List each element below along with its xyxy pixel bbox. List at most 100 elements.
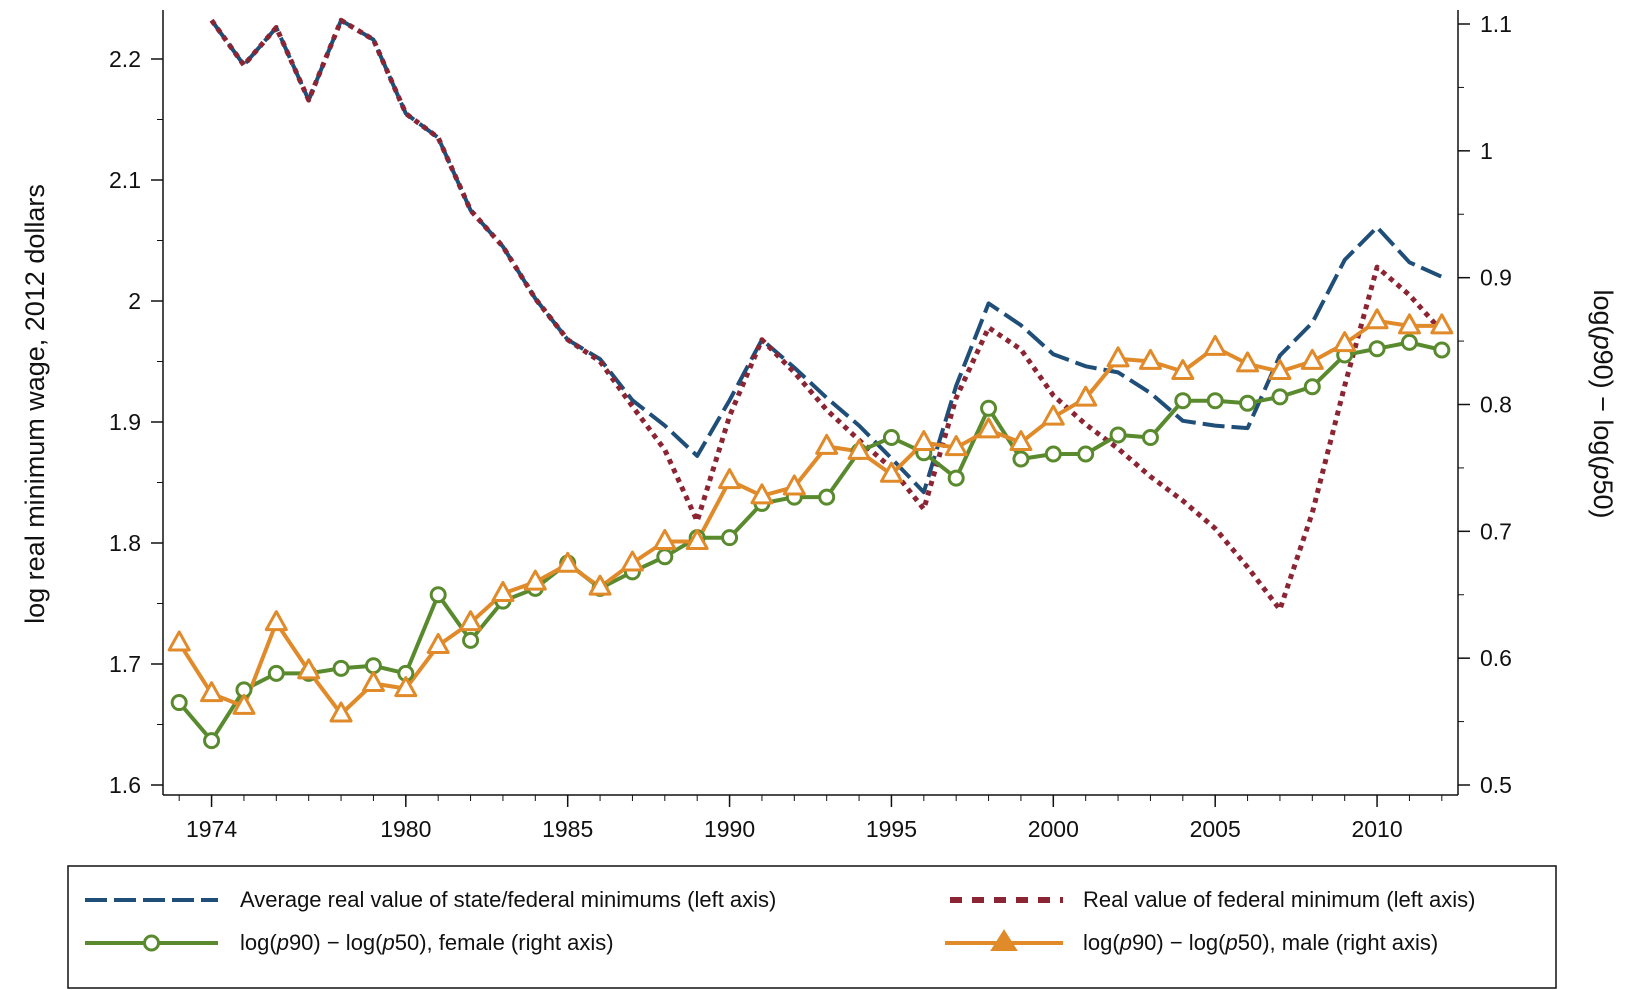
plot-frame	[162, 10, 1459, 796]
series-layer	[167, 17, 1454, 750]
legend: Average real value of state/federal mini…	[67, 865, 1557, 989]
male-point	[361, 671, 385, 693]
female-series-line	[177, 340, 1443, 743]
male-point	[620, 550, 644, 572]
male-point	[977, 417, 1001, 439]
male-point	[1041, 404, 1065, 426]
male-point	[426, 632, 450, 654]
left-axis-title: log real minimum wage, 2012 dollars	[20, 184, 50, 624]
legend-box	[67, 865, 1557, 989]
male-point	[750, 483, 774, 505]
right-tick-label: 1.1	[1480, 11, 1512, 37]
right-tick-label: 0.9	[1480, 265, 1512, 291]
female-point	[721, 529, 739, 547]
male-point	[394, 676, 418, 698]
female-point	[1368, 340, 1386, 358]
male-point	[718, 468, 742, 490]
x-tick-label: 2005	[1190, 816, 1241, 842]
x-tick-label: 1980	[380, 816, 431, 842]
female-point	[1012, 450, 1030, 468]
x-tick-label: 2010	[1351, 816, 1402, 842]
female-point	[656, 548, 674, 566]
male-point	[1236, 351, 1260, 373]
female-point	[332, 659, 350, 677]
male-point	[167, 630, 191, 652]
left-tick-label: 1.6	[109, 772, 141, 798]
male-point	[1106, 346, 1130, 368]
federal-series-line	[209, 17, 1444, 612]
male-point	[1365, 308, 1389, 330]
female-point	[1271, 388, 1289, 406]
legend-items: Average real value of state/federal mini…	[85, 887, 1475, 955]
left-y-axis: 1.6 1.7 1.8 1.9 2 2.1 2.2	[109, 46, 163, 798]
x-tick-label: 1995	[866, 816, 917, 842]
male-point	[1430, 313, 1454, 335]
male-point	[1300, 348, 1324, 370]
male-point	[944, 435, 968, 457]
male-point	[1397, 313, 1421, 335]
male-point	[1171, 359, 1195, 381]
female-point	[1174, 392, 1192, 410]
male-series-line	[177, 318, 1442, 716]
male-point	[200, 681, 224, 703]
female-point	[818, 488, 836, 506]
x-tick-label: 1990	[704, 816, 755, 842]
male-point	[523, 569, 547, 591]
male-point	[912, 430, 936, 452]
male-legend-label: log(p90) − log(p50), male (right axis)	[1083, 930, 1438, 955]
female-legend-marker	[143, 934, 160, 952]
x-tick-label: 1985	[542, 816, 593, 842]
male-point	[491, 580, 515, 602]
female-point	[1109, 426, 1127, 444]
male-legend-marker	[990, 929, 1018, 951]
female-point	[267, 664, 285, 682]
right-tick-label: 1	[1480, 138, 1493, 164]
left-tick-label: 1.8	[109, 530, 141, 556]
male-point	[459, 610, 483, 632]
female-point	[1206, 392, 1224, 410]
female-point	[364, 657, 382, 675]
left-tick-label: 2.1	[109, 167, 141, 193]
right-tick-label: 0.6	[1480, 645, 1512, 671]
female-point	[882, 428, 900, 446]
left-tick-label: 2	[128, 288, 141, 314]
female-point	[170, 694, 188, 712]
federal-legend-label: Real value of federal minimum (left axis…	[1083, 887, 1475, 912]
right-y-axis: 0.5 0.6 0.7 0.8 0.9 1 1.1	[1458, 11, 1512, 798]
male-point	[232, 693, 256, 715]
state-federal-legend-label: Average real value of state/federal mini…	[240, 887, 776, 912]
female-point	[1433, 341, 1451, 359]
male-point	[1333, 331, 1357, 353]
male-point	[329, 701, 353, 723]
female-point	[1044, 445, 1062, 463]
female-point	[1141, 428, 1159, 446]
male-point	[815, 433, 839, 455]
state-federal-series-line	[209, 18, 1443, 495]
male-point	[297, 658, 321, 680]
male-point	[556, 551, 580, 573]
x-axis: 1974 1980 1985 1990 1995 2000 2005 2010	[178, 795, 1443, 842]
male-point	[1009, 430, 1033, 452]
male-point	[879, 461, 903, 483]
x-tick-label: 2000	[1028, 816, 1079, 842]
female-point	[203, 732, 221, 750]
left-tick-label: 1.9	[109, 409, 141, 435]
male-point	[1203, 334, 1227, 356]
female-point	[980, 399, 998, 417]
right-axis-title: log(p90) − log(p50)	[1588, 290, 1618, 519]
female-point	[947, 469, 965, 487]
female-point	[429, 586, 447, 604]
male-point	[588, 574, 612, 596]
left-tick-label: 2.2	[109, 46, 141, 72]
female-point	[1077, 445, 1095, 463]
male-point	[653, 528, 677, 550]
female-point	[1303, 378, 1321, 396]
male-point	[685, 528, 709, 550]
right-tick-label: 0.7	[1480, 518, 1512, 544]
female-point	[462, 631, 480, 649]
male-point	[847, 438, 871, 460]
male-point	[1074, 385, 1098, 407]
male-point	[782, 474, 806, 496]
male-point	[1138, 348, 1162, 370]
